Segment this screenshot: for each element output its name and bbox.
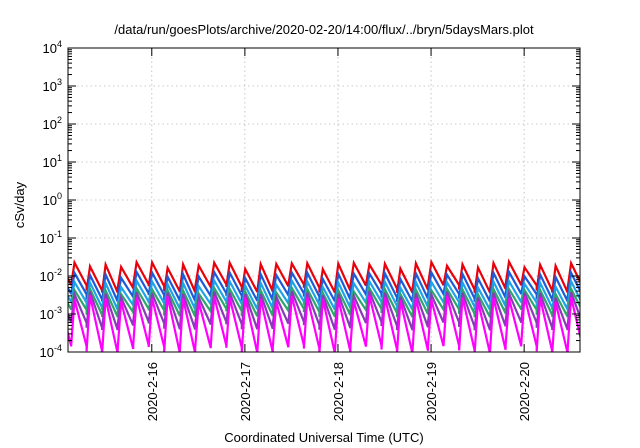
x-axis-label: Coordinated Universal Time (UTC) [224, 430, 423, 445]
series-layer [68, 258, 580, 352]
series-line-2 [68, 268, 580, 303]
y-tick-label: 101 [43, 153, 62, 170]
x-tick-label: 2020-2-16 [145, 362, 160, 421]
y-tick-label: 10-2 [40, 267, 62, 284]
y-tick-label: 10-1 [40, 229, 62, 246]
y-axis-ticks: 10-4 10-3 10-2 10-1 100 101 102 103 104 [40, 39, 580, 360]
series-line-1 [68, 258, 580, 294]
y-tick-label: 100 [43, 191, 62, 208]
y-tick-label: 10-3 [40, 305, 62, 322]
x-tick-label: 2020-2-18 [331, 362, 346, 421]
chart-title: /data/run/goesPlots/archive/2020-02-20/1… [114, 22, 534, 37]
series-line-5 [68, 289, 580, 331]
x-tick-label: 2020-2-20 [517, 362, 532, 421]
x-axis-ticks: 2020-2-16 2020-2-17 2020-2-18 2020-2-19 2020… [145, 48, 532, 421]
y-tick-label: 102 [43, 115, 62, 132]
y-axis-label: cSv/day [12, 181, 27, 228]
series-line-4 [68, 284, 580, 318]
y-tick-label: 10-4 [40, 343, 62, 360]
x-tick-label: 2020-2-17 [238, 362, 253, 421]
y-tick-label: 104 [43, 39, 62, 56]
x-tick-label: 2020-2-19 [424, 362, 439, 421]
y-tick-label: 103 [43, 77, 62, 94]
series-line-6 [68, 295, 580, 352]
